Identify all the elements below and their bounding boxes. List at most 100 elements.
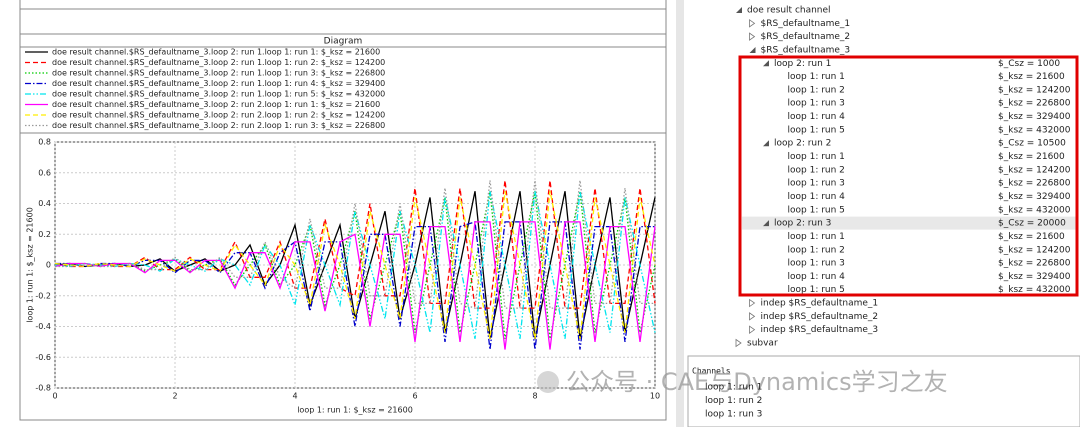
tree-label: $RS_defaultname_1	[761, 19, 851, 29]
series-line	[55, 180, 655, 309]
tree-label: loop 1: run 5	[788, 205, 845, 215]
legend-label: doe result channel.$RS_defaultname_3.loo…	[52, 111, 385, 120]
x-tick-label: 2	[172, 392, 177, 401]
legend-label: doe result channel.$RS_defaultname_3.loo…	[52, 100, 380, 109]
legend-label: doe result channel.$RS_defaultname_3.loo…	[52, 69, 385, 78]
tree-value: $_ksz = 329400	[998, 272, 1071, 282]
tree-label: doe result channel	[747, 6, 831, 16]
legend-label: doe result channel.$RS_defaultname_3.loo…	[52, 58, 385, 67]
tree: doe result channel $RS_defaultname_1 $RS_d…	[735, 6, 1076, 349]
tree-value: $_Csz = 1000	[998, 59, 1060, 69]
x-tick-label: 8	[532, 392, 537, 401]
watermark-icon	[537, 371, 559, 393]
tree-value: $_ksz = 21600	[998, 72, 1065, 82]
legend-label: doe result channel.$RS_defaultname_3.loo…	[52, 90, 385, 99]
tree-value: $_ksz = 432000	[998, 285, 1071, 295]
tree-label: loop 1: run 3	[788, 99, 845, 109]
tree-label: loop 1: run 3	[788, 179, 845, 189]
y-tick-label: 0.2	[38, 230, 51, 239]
channels-title: Channels	[692, 367, 731, 376]
y-tick-label: 0.6	[38, 168, 51, 177]
y-tick-label: -0.2	[35, 291, 51, 300]
tree-label: loop 1: run 2	[788, 165, 845, 175]
y-tick-label: 0	[46, 261, 51, 270]
channel-item: loop 1: run 2	[705, 396, 762, 406]
collapse-arrow	[749, 19, 756, 28]
y-axis-label: loop 1: run 1: $_ksz = 21600	[26, 207, 35, 323]
tree-label: $RS_defaultname_2	[761, 32, 851, 42]
tree-value: $_ksz = 21600	[998, 232, 1065, 242]
tree-value: $_ksz = 329400	[998, 192, 1071, 202]
y-tick-label: -0.6	[35, 353, 51, 362]
tree-label: loop 2: run 3	[774, 219, 831, 229]
legend-label: doe result channel.$RS_defaultname_3.loo…	[52, 121, 385, 130]
tree-label: $RS_defaultname_3	[761, 45, 851, 55]
series-line	[54, 191, 656, 339]
tree-label: loop 2: run 2	[774, 139, 831, 149]
tree-label: loop 1: run 5	[788, 125, 845, 135]
y-tick-label: -0.4	[35, 322, 51, 331]
tree-value: $_ksz = 432000	[998, 205, 1071, 215]
plot: 0.80.60.40.20-0.2-0.4-0.6-0.80 2 4 6 8 10loop…	[25, 48, 660, 415]
y-tick-label: 0.8	[38, 138, 51, 147]
collapse-arrow	[749, 312, 756, 321]
y-tick-label: -0.8	[35, 384, 51, 393]
tree-value: $_ksz = 226800	[998, 259, 1071, 269]
splitter[interactable]	[676, 0, 684, 427]
tree-label: loop 2: run 1	[774, 59, 831, 69]
tree-value: $_ksz = 432000	[998, 125, 1071, 135]
channel-item: loop 1: run 3	[705, 410, 762, 420]
collapse-arrow	[749, 325, 756, 334]
expand-arrow	[736, 7, 742, 13]
x-tick-label: 10	[650, 392, 660, 401]
tree-label: indep $RS_defaultname_1	[761, 299, 879, 309]
tree-value: $_ksz = 124200	[998, 85, 1071, 95]
x-tick-label: 0	[52, 392, 57, 401]
tree-value: $_ksz = 124200	[998, 245, 1071, 255]
tree-value: $_ksz = 226800	[998, 99, 1071, 109]
legend-label: doe result channel.$RS_defaultname_3.loo…	[52, 48, 380, 57]
legend-label: doe result channel.$RS_defaultname_3.loo…	[52, 79, 385, 88]
selected-row	[742, 216, 1076, 230]
expand-arrow	[763, 60, 769, 67]
tree-value: $_ksz = 21600	[998, 152, 1065, 162]
tree-value: $_ksz = 329400	[998, 112, 1071, 122]
series-line	[54, 180, 656, 309]
tree-label: indep $RS_defaultname_3	[761, 325, 879, 335]
tree-label: loop 1: run 1	[788, 152, 845, 162]
channel-item: loop 1: run 1	[705, 383, 762, 393]
expand-arrow	[763, 140, 769, 147]
y-tick-label: 0.4	[38, 199, 51, 208]
series-line	[55, 221, 655, 350]
tree-value: $_ksz = 226800	[998, 179, 1071, 189]
tree-value: $_Csz = 10500	[998, 139, 1066, 149]
tree-label: loop 1: run 4	[788, 272, 846, 282]
collapse-arrow	[735, 338, 742, 348]
x-tick-label: 4	[292, 392, 297, 401]
x-tick-label: 6	[412, 392, 417, 401]
tree-label: indep $RS_defaultname_2	[761, 312, 879, 322]
tree-label: loop 1: run 4	[788, 192, 846, 202]
tree-label: loop 1: run 2	[788, 85, 845, 95]
collapse-arrow	[749, 298, 756, 308]
series-line	[54, 221, 656, 350]
tree-label: loop 1: run 3	[788, 259, 845, 269]
expand-arrow	[749, 46, 756, 53]
series-line	[54, 191, 656, 339]
channels-panel	[687, 355, 1080, 427]
tree-label: loop 1: run 4	[788, 112, 846, 122]
chart-title: Diagram	[324, 37, 363, 47]
tree-label: subvar	[747, 339, 778, 349]
expand-arrow	[763, 220, 769, 227]
highlight-box	[738, 55, 1079, 297]
tree-label: loop 1: run 2	[788, 245, 845, 255]
tree-label: loop 1: run 1	[788, 232, 845, 242]
tree-value: $_Csz = 20000	[998, 219, 1066, 229]
collapse-arrow	[749, 32, 756, 41]
tree-value: $_ksz = 124200	[998, 165, 1071, 175]
x-axis-label: loop 1: run 1: $_ksz = 21600	[297, 406, 413, 415]
tree-label: loop 1: run 5	[788, 285, 845, 295]
tree-label: loop 1: run 1	[788, 72, 845, 82]
watermark: 公众号 · CAE与Dynamics学习之友	[566, 368, 948, 396]
